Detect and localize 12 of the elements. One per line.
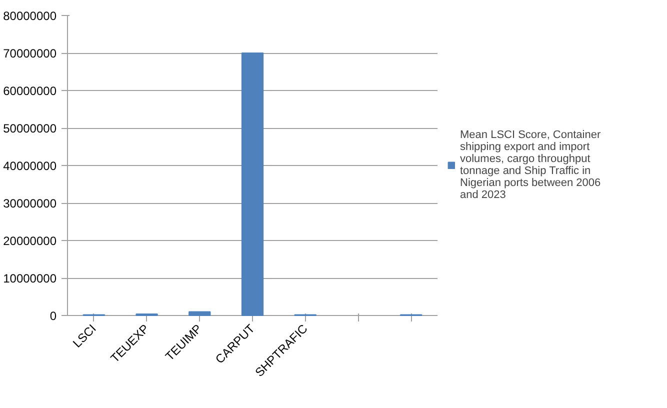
y-tick-label: 70000000 xyxy=(3,46,57,60)
y-tick-label: 30000000 xyxy=(3,196,57,210)
legend-label: Mean LSCI Score, Container shipping export and import volumes, cargo throughput tonnage and Ship Traffic in Nigerian ports between 2006 and 2023 xyxy=(460,129,601,201)
y-tick-label: 0 xyxy=(50,309,57,323)
bar xyxy=(188,311,211,316)
y-tick-label: 20000000 xyxy=(3,234,57,248)
y-tick-label: 80000000 xyxy=(3,9,57,23)
y-tick-label: 60000000 xyxy=(3,84,57,98)
y-tick-label: 10000000 xyxy=(3,272,57,286)
bar xyxy=(241,52,264,316)
y-tick-label: 50000000 xyxy=(3,122,57,136)
y-tick-label: 40000000 xyxy=(3,159,57,173)
